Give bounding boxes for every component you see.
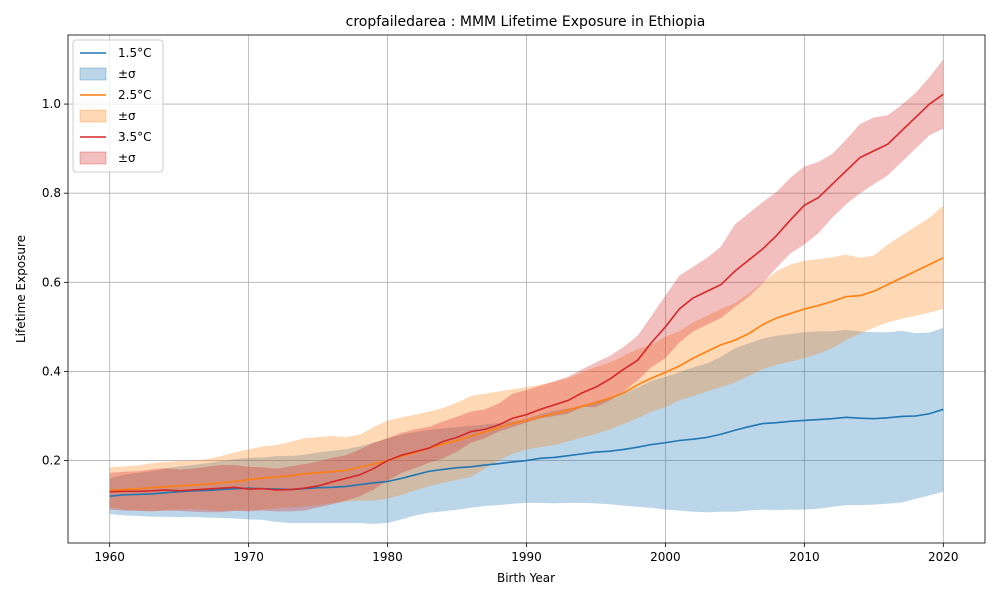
legend: 1.5°C ±σ 2.5°C ±σ 3.5°C ±σ xyxy=(72,39,164,173)
uncertainty-bands xyxy=(109,59,944,524)
chart-title: cropfailedarea : MMM Lifetime Exposure i… xyxy=(346,14,706,30)
plot-area xyxy=(67,34,986,544)
x-tick-label: 1990 xyxy=(511,550,542,564)
x-tick-label: 2010 xyxy=(789,550,820,564)
legend-entry-band: ±σ xyxy=(118,151,136,165)
x-axis-label: Birth Year xyxy=(497,571,555,585)
x-tick-label: 2020 xyxy=(928,550,959,564)
y-tick-label: 1.0 xyxy=(42,97,61,111)
legend-entry-series: 2.5°C xyxy=(118,88,151,102)
legend-entry-band: ±σ xyxy=(118,67,136,81)
y-tick-label: 0.4 xyxy=(42,364,61,378)
x-tick-label: 2000 xyxy=(650,550,681,564)
legend-frame xyxy=(72,39,164,173)
legend-band-swatch xyxy=(79,151,107,165)
legend-entry-series: 3.5°C xyxy=(118,130,151,144)
band-series-2 xyxy=(109,59,944,513)
x-tick-label: 1980 xyxy=(372,550,403,564)
y-tick-label: 0.2 xyxy=(42,454,61,468)
y-tick-label: 0.8 xyxy=(42,186,61,200)
x-tick-label: 1970 xyxy=(233,550,264,564)
y-axis-ticks: 0.2 0.4 0.6 0.8 1.0 xyxy=(42,97,68,468)
legend-entry-series: 1.5°C xyxy=(118,46,151,60)
x-tick-label: 1960 xyxy=(94,550,125,564)
legend-entry-band: ±σ xyxy=(118,109,136,123)
legend-band-swatch xyxy=(79,109,107,123)
x-axis-ticks: 1960 1970 1980 1990 2000 2010 2020 xyxy=(94,543,959,564)
band-series-1 xyxy=(109,205,944,511)
legend-band-swatch xyxy=(79,67,107,81)
line-series-2 xyxy=(109,93,944,493)
line-series-1 xyxy=(109,257,944,492)
band-series-0 xyxy=(109,327,944,524)
y-axis-label: Lifetime Exposure xyxy=(14,235,28,343)
y-tick-label: 0.6 xyxy=(42,275,61,289)
series-lines xyxy=(109,93,944,498)
line-series-0 xyxy=(109,408,944,498)
